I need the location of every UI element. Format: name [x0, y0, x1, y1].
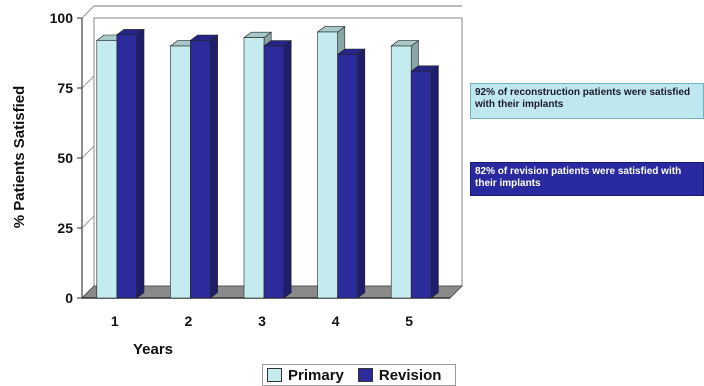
- y-tick-label-25: 25: [57, 220, 73, 236]
- gridline-side-25: [81, 215, 95, 229]
- annotation-revision: 82% of revision patients were satisfied …: [470, 162, 704, 196]
- legend-swatch-revision: [357, 368, 373, 382]
- x-tick-label-3: 3: [258, 313, 266, 329]
- bars: [95, 25, 440, 299]
- gridline-side-75: [81, 75, 95, 89]
- legend: Primary Revision: [262, 364, 457, 386]
- x-tick-label-1: 1: [111, 313, 119, 329]
- y-axis-title: % Patients Satisfied: [11, 86, 28, 229]
- x-axis-title: Years: [133, 341, 173, 358]
- annotation-primary: 92% of reconstruction patients were sati…: [470, 83, 704, 119]
- legend-label-revision: Revision: [378, 366, 442, 384]
- bar-revision-2: [189, 34, 219, 299]
- bar-revision-1: [115, 28, 145, 299]
- legend-swatch-primary: [267, 368, 282, 382]
- y-tick-label-0: 0: [65, 290, 73, 306]
- y-tick-label-100: 100: [50, 10, 74, 26]
- x-tick-label-2: 2: [185, 313, 193, 329]
- y-tick-labels: 0 25 50 75 100: [50, 10, 82, 306]
- gridline-side-100: [81, 5, 95, 19]
- y-tick-label-50: 50: [57, 150, 73, 166]
- x-tick-label-4: 4: [332, 313, 340, 329]
- gridline-side-50: [81, 145, 95, 159]
- bar-revision-3: [263, 39, 293, 299]
- y-tick-label-75: 75: [57, 80, 73, 96]
- bar-revision-5: [410, 65, 440, 299]
- x-tick-label-5: 5: [405, 313, 413, 329]
- bar-revision-4: [336, 48, 366, 299]
- legend-label-primary: Primary: [288, 366, 344, 384]
- x-tick-labels: 1 2 3 4 5: [111, 313, 413, 329]
